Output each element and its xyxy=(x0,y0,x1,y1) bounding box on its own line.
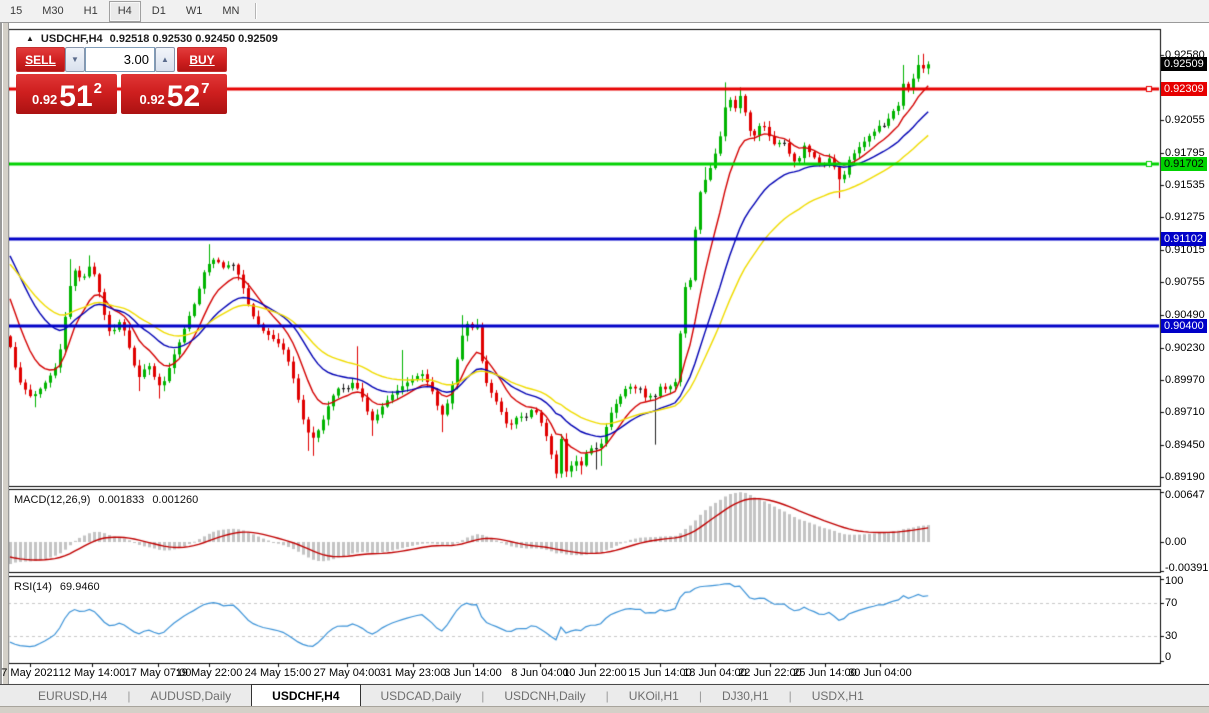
sell-button[interactable]: SELL xyxy=(16,47,65,72)
timeframe-button-MN[interactable]: MN xyxy=(222,4,240,17)
price-tick-label: 0.92055 xyxy=(1165,114,1205,127)
volume-input[interactable] xyxy=(85,47,155,72)
workspace-left-gutter xyxy=(0,23,9,684)
level-price-badge: 0.90400 xyxy=(1161,319,1207,334)
volume-increase-button[interactable]: ▲ xyxy=(155,47,175,72)
price-tick-label: 0.89190 xyxy=(1165,471,1205,483)
price-tick-label: 0.91535 xyxy=(1165,179,1205,192)
date-label: 15 Jun 14:00 xyxy=(628,667,692,679)
level-price-badge: 0.92309 xyxy=(1161,81,1207,96)
current-price-badge: 0.92509 xyxy=(1161,56,1207,71)
timeframe-button-D1[interactable]: D1 xyxy=(151,4,166,17)
price-tick-label: 0.90490 xyxy=(1165,309,1205,322)
chart-tab-bar: EURUSD,H4 | AUDUSD,Daily USDCHF,H4 USDCAD,Da… xyxy=(0,684,1209,706)
price-tick-label: 0.89450 xyxy=(1165,438,1205,451)
date-label: 25 Jun 14:00 xyxy=(793,667,857,679)
rsi-indicator-label: RSI(14) 69.9460 xyxy=(14,581,100,593)
date-label: 24 May 15:00 xyxy=(244,667,312,679)
price-tick-label: 0.91015 xyxy=(1165,243,1205,256)
price-tick-label: 0.90230 xyxy=(1165,341,1205,354)
date-label: 27 May 04:00 xyxy=(313,667,381,679)
chart-tab-usdchf[interactable]: USDCHF,H4 xyxy=(251,684,361,706)
chart-title: ▲ USDCHF,H4 0.92518 0.92530 0.92450 0.92… xyxy=(26,33,278,45)
tab-separator: | xyxy=(127,688,131,703)
price-tick-label: 0.89970 xyxy=(1165,373,1205,386)
buy-price-sup: 7 xyxy=(201,80,210,97)
rsi-tick-label: 30 xyxy=(1165,630,1178,643)
macd-tick-label: 0.00647 xyxy=(1165,489,1205,501)
sell-price-prefix: 0.92 xyxy=(31,92,58,107)
timeframe-button-H4[interactable]: H4 xyxy=(108,0,141,22)
macd-value: 0.001833 xyxy=(98,494,145,506)
sell-price-sup: 2 xyxy=(93,80,103,97)
rsi-tick-label: 100 xyxy=(1165,575,1184,587)
date-label: 7 May 2021 xyxy=(1,667,59,679)
chart-tab-ukoil[interactable]: UKOil,H1 xyxy=(628,688,679,703)
status-strip xyxy=(0,706,1209,713)
rsi-name: RSI(14) xyxy=(14,581,52,593)
rsi-tick-label: 0 xyxy=(1165,651,1172,663)
timeframe-button-15[interactable]: 15 xyxy=(10,4,23,17)
date-label: 8 Jun 04:00 xyxy=(511,667,569,679)
price-tick-label: 0.91275 xyxy=(1165,211,1205,224)
sell-price-big: 51 xyxy=(59,79,93,113)
macd-tick-label: 0.00 xyxy=(1165,536,1187,548)
tab-separator: | xyxy=(698,688,702,703)
date-label: 30 Jun 04:00 xyxy=(848,667,912,679)
price-tick-label: 0.89710 xyxy=(1165,406,1205,419)
price-tick-label: 0.90755 xyxy=(1165,276,1205,289)
sell-price-box[interactable]: 0.92 51 2 xyxy=(16,74,117,114)
date-label: 12 May 14:00 xyxy=(58,667,126,679)
level-price-badge: 0.91102 xyxy=(1161,231,1206,246)
rsi-tick-label: 70 xyxy=(1165,596,1178,609)
timeframe-button-H1[interactable]: H1 xyxy=(83,4,98,17)
date-label: 17 May 07:00 xyxy=(124,667,192,679)
tab-separator: | xyxy=(605,688,609,703)
buy-price-big: 52 xyxy=(166,79,201,113)
date-label: 31 May 23:00 xyxy=(379,667,447,679)
tab-separator: | xyxy=(788,688,792,703)
timeframe-button-W1[interactable]: W1 xyxy=(185,4,203,17)
down-arrow-icon: ▼ xyxy=(71,55,79,64)
collapse-triangle-icon[interactable]: ▲ xyxy=(26,33,34,43)
buy-price-prefix: 0.92 xyxy=(139,92,165,107)
macd-name: MACD(12,26,9) xyxy=(14,494,91,506)
chart-tab-dj30[interactable]: DJ30,H1 xyxy=(721,688,769,703)
up-arrow-icon: ▲ xyxy=(161,55,169,64)
macd-signal-value: 0.001260 xyxy=(152,494,199,506)
volume-decrease-button[interactable]: ▼ xyxy=(65,47,85,72)
chart-tab-audusd[interactable]: AUDUSD,Daily xyxy=(150,688,232,703)
chart-tab-usdcad[interactable]: USDCAD,Daily xyxy=(380,688,462,703)
timeframe-toolbar: 15 M30 H1 H4 D1 W1 MN xyxy=(0,0,1209,23)
rsi-value: 69.9460 xyxy=(59,581,100,593)
chart-tab-usdcnh[interactable]: USDCNH,Daily xyxy=(504,688,586,703)
macd-tick-label: -0.00391 xyxy=(1165,562,1209,574)
date-label: 18 Jun 04:00 xyxy=(683,667,747,679)
price-tick-label: 0.91795 xyxy=(1165,146,1205,159)
buy-price-box[interactable]: 0.92 52 7 xyxy=(121,74,227,114)
chart-tab-usdx[interactable]: USDX,H1 xyxy=(811,688,864,703)
toolbar-separator xyxy=(255,3,258,19)
buy-button[interactable]: BUY xyxy=(177,47,227,72)
tab-separator: | xyxy=(481,688,485,703)
date-label: 10 Jun 22:00 xyxy=(563,667,627,679)
date-label: 3 Jun 14:00 xyxy=(444,667,502,679)
chart-tab-eurusd[interactable]: EURUSD,H4 xyxy=(38,688,108,703)
timeframe-button-M30[interactable]: M30 xyxy=(42,4,64,17)
macd-indicator-label: MACD(12,26,9) 0.001833 0.001260 xyxy=(14,494,198,506)
level-price-badge: 0.91702 xyxy=(1161,157,1207,172)
date-label: 19 May 22:00 xyxy=(175,667,243,679)
chart-symbol-label: USDCHF,H4 xyxy=(40,33,103,45)
chart-quotes-label: 0.92518 0.92530 0.92450 0.92509 xyxy=(109,33,278,45)
date-label: 22 Jun 22:00 xyxy=(738,667,802,679)
